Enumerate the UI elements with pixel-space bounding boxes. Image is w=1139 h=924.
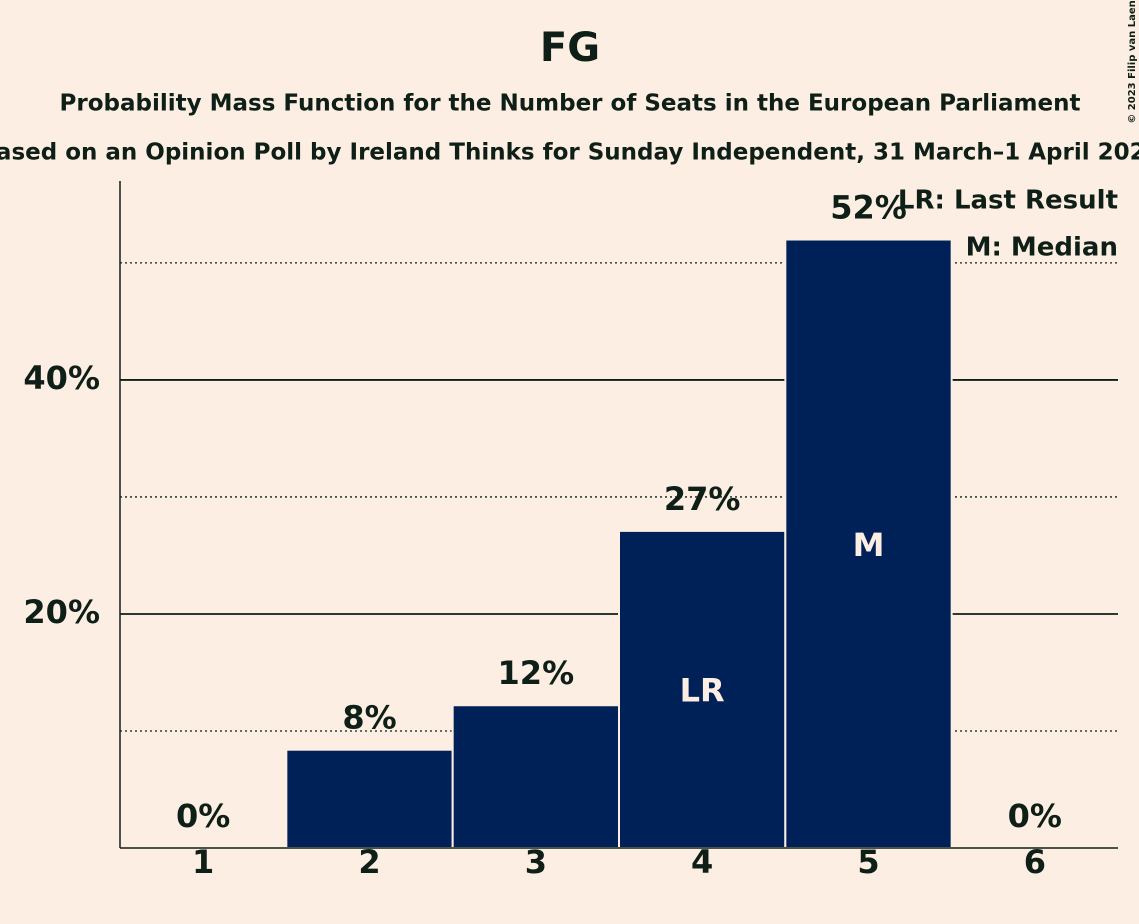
chart-title: FG bbox=[540, 25, 600, 71]
bar bbox=[784, 238, 953, 849]
value-label: 8% bbox=[342, 699, 396, 737]
x-tick-label: 2 bbox=[358, 843, 380, 881]
y-tick-label: 40% bbox=[23, 359, 100, 397]
copyright: © 2023 Filip van Laenen bbox=[1127, 0, 1138, 124]
bar-annotation: LR bbox=[680, 671, 725, 709]
bar bbox=[451, 704, 620, 849]
chart-subtitle: Based on an Opinion Poll by Ireland Thin… bbox=[0, 140, 1139, 166]
chart-subtitle: Probability Mass Function for the Number… bbox=[60, 91, 1081, 117]
x-tick-label: 6 bbox=[1024, 843, 1046, 881]
x-tick-label: 1 bbox=[192, 843, 214, 881]
value-label: 0% bbox=[1008, 797, 1062, 835]
x-tick-label: 5 bbox=[857, 843, 879, 881]
value-label: 0% bbox=[176, 797, 230, 835]
x-tick-label: 3 bbox=[525, 843, 547, 881]
x-tick-label: 4 bbox=[691, 843, 713, 881]
legend-entry: M: Median bbox=[966, 233, 1118, 263]
value-label: 27% bbox=[664, 480, 741, 518]
value-label: 12% bbox=[498, 654, 575, 692]
bar-annotation: M bbox=[853, 526, 885, 564]
y-tick-label: 20% bbox=[23, 593, 100, 631]
legend-entry: LR: Last Result bbox=[898, 186, 1118, 216]
bar bbox=[618, 529, 787, 849]
value-label: 52% bbox=[830, 189, 907, 227]
bar bbox=[285, 748, 454, 849]
